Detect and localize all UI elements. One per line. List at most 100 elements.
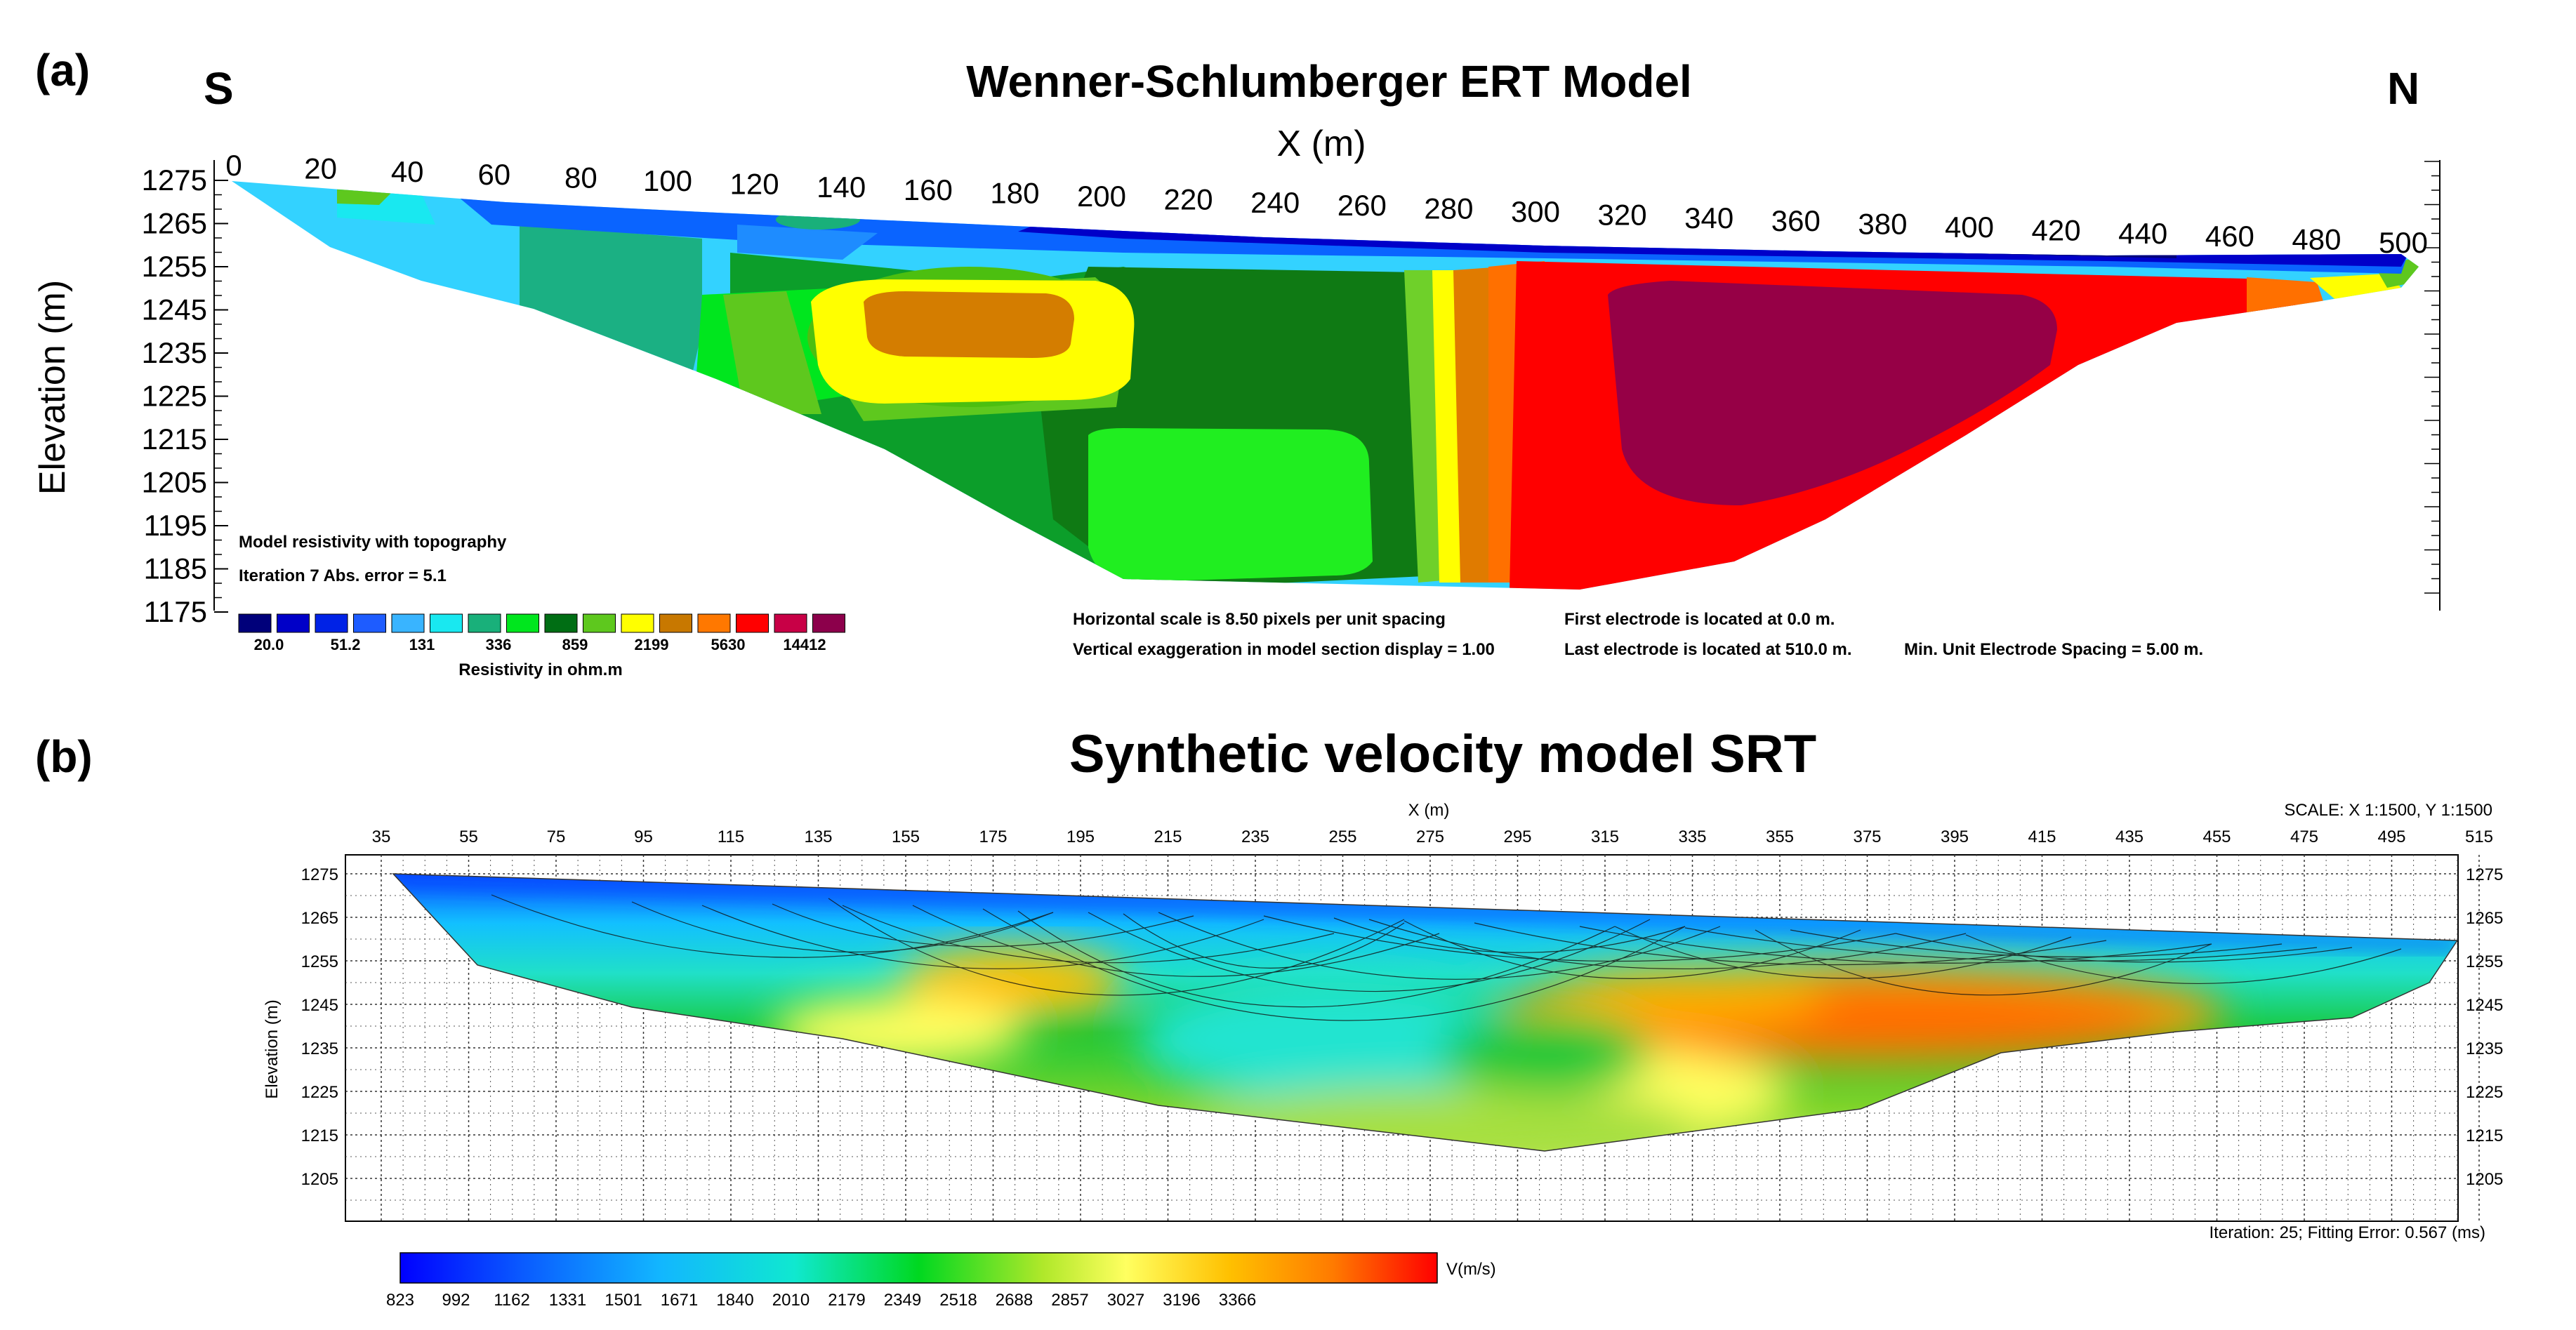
panel-b-title: Synthetic velocity model SRT xyxy=(1069,724,1816,784)
y-tick-label-right: 1245 xyxy=(2466,996,2503,1015)
panel-a-ert: (a) S N Wenner-Schlumberger ERT Model X … xyxy=(32,45,2440,679)
colorbar-label: 51.2 xyxy=(331,636,361,653)
x-tick-label: 235 xyxy=(1241,827,1269,846)
x-tick-label: 160 xyxy=(904,173,953,206)
y-tick-label: 1235 xyxy=(142,336,207,369)
y-tick-label: 1275 xyxy=(142,164,207,197)
colorbar-label: 859 xyxy=(562,636,588,653)
ray-path xyxy=(1123,913,1405,969)
panel-b-xlabel: X (m) xyxy=(1408,801,1450,820)
x-tick-label: 0 xyxy=(225,149,242,182)
y-tick-label: 1265 xyxy=(142,207,207,240)
ert-info-line2: Iteration 7 Abs. error = 5.1 xyxy=(239,566,447,585)
y-tick-label-right: 1265 xyxy=(2466,909,2503,928)
x-tick-label: 220 xyxy=(1164,182,1213,215)
x-tick-label: 120 xyxy=(730,167,779,200)
south-label: S xyxy=(204,63,234,114)
panel-a-x-ticks: 0 20 40 60 80 100 120 140 160 180 200 220 240 260 280 3… xyxy=(225,149,2428,259)
y-tick-label: 1235 xyxy=(301,1039,338,1058)
y-tick-label: 1175 xyxy=(144,595,207,628)
panel-a-title: Wenner-Schlumberger ERT Model xyxy=(966,56,1692,107)
ray-path xyxy=(842,905,1335,964)
ray-path xyxy=(1965,934,2402,985)
colorbar-swatch xyxy=(391,613,425,633)
ray-path xyxy=(1614,926,2072,979)
x-tick-label: 80 xyxy=(564,161,597,194)
colorbar-swatch xyxy=(544,613,578,633)
note-last-electrode: Last electrode is located at 510.0 m. xyxy=(1564,640,1852,659)
ray-path xyxy=(982,908,1686,1021)
colorbar-label: 1162 xyxy=(494,1291,530,1310)
colorbar-label: 2179 xyxy=(828,1291,865,1310)
x-tick-label: 375 xyxy=(1853,827,1881,846)
resistivity-colorbar-title: Resistivity in ohm.m xyxy=(458,660,622,679)
y-tick-label: 1215 xyxy=(301,1126,338,1145)
x-tick-label: 320 xyxy=(1598,198,1647,231)
ray-path xyxy=(1895,933,2353,963)
x-tick-label: 500 xyxy=(2379,226,2428,259)
colorbar-swatch xyxy=(736,613,769,633)
ert-info-block: Model resistivity with topography Iterat… xyxy=(239,533,507,585)
colorbar-label: 2349 xyxy=(884,1291,921,1310)
ray-path xyxy=(1579,926,2212,964)
colorbar-label: 823 xyxy=(386,1291,414,1310)
x-tick-label: 480 xyxy=(2292,223,2341,256)
x-tick-label: 180 xyxy=(990,177,1039,210)
y-tick-label: 1215 xyxy=(142,423,207,455)
x-tick-label: 400 xyxy=(1945,211,1994,244)
velocity-colorbar-labels: 823 992 1162 1331 1501 1671 1840 2010 2179 2349 25… xyxy=(386,1291,1256,1310)
colorbar-swatch xyxy=(697,613,731,633)
colorbar-swatch xyxy=(353,613,386,633)
x-tick-label: 495 xyxy=(2377,827,2405,846)
x-tick-label: 515 xyxy=(2465,827,2493,846)
x-tick-label: 140 xyxy=(817,171,866,204)
note-horizontal-scale: Horizontal scale is 8.50 pixels per unit… xyxy=(1073,610,1446,629)
colorbar-swatch xyxy=(583,613,616,633)
y-tick-label: 1225 xyxy=(142,380,207,413)
colorbar-label: 2857 xyxy=(1051,1291,1088,1310)
colorbar-label: 3366 xyxy=(1219,1291,1256,1310)
x-tick-label: 340 xyxy=(1684,201,1733,234)
x-tick-label: 360 xyxy=(1771,204,1821,237)
resistivity-colorbar-labels: 20.0 51.2 131 336 859 2199 5630 14412 xyxy=(254,636,826,653)
x-tick-label: 280 xyxy=(1424,192,1473,225)
colorbar-label: 131 xyxy=(409,636,435,653)
x-tick-label: 135 xyxy=(804,827,832,846)
colorbar-swatch xyxy=(277,613,310,633)
colorbar-label: 20.0 xyxy=(254,636,284,653)
x-tick-label: 440 xyxy=(2118,217,2167,250)
panel-a-xlabel: X (m) xyxy=(1276,124,1366,164)
colorbar-label: 336 xyxy=(486,636,512,653)
colorbar-label: 2688 xyxy=(996,1291,1033,1310)
x-tick-label: 295 xyxy=(1503,827,1531,846)
ray-path xyxy=(1158,912,1721,980)
ray-path xyxy=(1755,929,2212,996)
x-tick-label: 35 xyxy=(372,827,391,846)
ray-path xyxy=(1088,912,1651,992)
x-tick-label: 395 xyxy=(1941,827,1969,846)
x-tick-label: 255 xyxy=(1328,827,1356,846)
x-tick-label: 435 xyxy=(2115,827,2144,846)
velocity-colorbar xyxy=(399,1252,1438,1284)
ray-path xyxy=(772,903,1194,947)
panel-b-label: (b) xyxy=(35,731,93,782)
ray-paths xyxy=(491,894,2402,1021)
colorbar-label: 1501 xyxy=(605,1291,642,1310)
y-tick-label: 1245 xyxy=(142,293,207,326)
colorbar-swatch xyxy=(506,613,539,633)
y-tick-label-right: 1215 xyxy=(2466,1126,2503,1145)
panel-b-x-ticks: 35 55 75 95 115 135 155 175 195 215 235 255 275 295 31… xyxy=(372,827,2493,846)
x-tick-label: 455 xyxy=(2202,827,2231,846)
x-tick-label: 200 xyxy=(1077,180,1126,213)
ray-path xyxy=(1333,917,1686,953)
colorbar-label: 3027 xyxy=(1107,1291,1144,1310)
resistivity-zones xyxy=(337,189,2419,590)
resistivity-colorbar xyxy=(238,613,845,633)
north-label: N xyxy=(2387,63,2419,114)
ray-path xyxy=(1017,910,1616,1008)
y-tick-label-right: 1205 xyxy=(2466,1170,2503,1189)
x-tick-label: 275 xyxy=(1416,827,1444,846)
panel-b-ylabel: Elevation (m) xyxy=(263,999,282,1098)
panel-b-scale: SCALE: X 1:1500, Y 1:1500 xyxy=(2284,801,2492,820)
x-tick-label: 460 xyxy=(2205,220,2254,253)
